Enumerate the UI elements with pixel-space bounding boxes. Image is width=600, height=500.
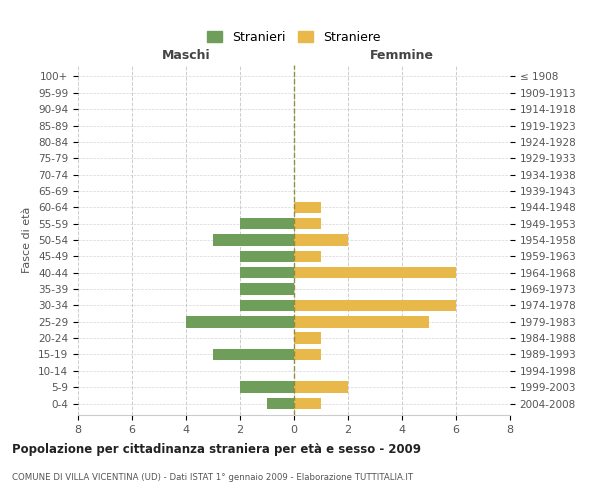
Bar — [294, 202, 321, 213]
Bar — [294, 300, 456, 311]
Bar — [240, 284, 294, 295]
Bar — [294, 250, 321, 262]
Bar — [186, 316, 294, 328]
Text: Maschi: Maschi — [161, 48, 211, 62]
Bar — [240, 250, 294, 262]
Bar — [213, 234, 294, 246]
Bar — [294, 234, 348, 246]
Bar — [294, 349, 321, 360]
Text: Femmine: Femmine — [370, 48, 434, 62]
Bar — [213, 349, 294, 360]
Bar — [240, 300, 294, 311]
Bar — [294, 316, 429, 328]
Bar — [240, 218, 294, 230]
Bar — [294, 398, 321, 409]
Y-axis label: Fasce di età: Fasce di età — [22, 207, 32, 273]
Bar — [294, 218, 321, 230]
Text: COMUNE DI VILLA VICENTINA (UD) - Dati ISTAT 1° gennaio 2009 - Elaborazione TUTTI: COMUNE DI VILLA VICENTINA (UD) - Dati IS… — [12, 472, 413, 482]
Bar — [240, 267, 294, 278]
Bar — [240, 382, 294, 393]
Bar — [294, 382, 348, 393]
Bar — [294, 332, 321, 344]
Bar — [267, 398, 294, 409]
Bar — [294, 267, 456, 278]
Legend: Stranieri, Straniere: Stranieri, Straniere — [202, 26, 386, 49]
Text: Popolazione per cittadinanza straniera per età e sesso - 2009: Popolazione per cittadinanza straniera p… — [12, 442, 421, 456]
